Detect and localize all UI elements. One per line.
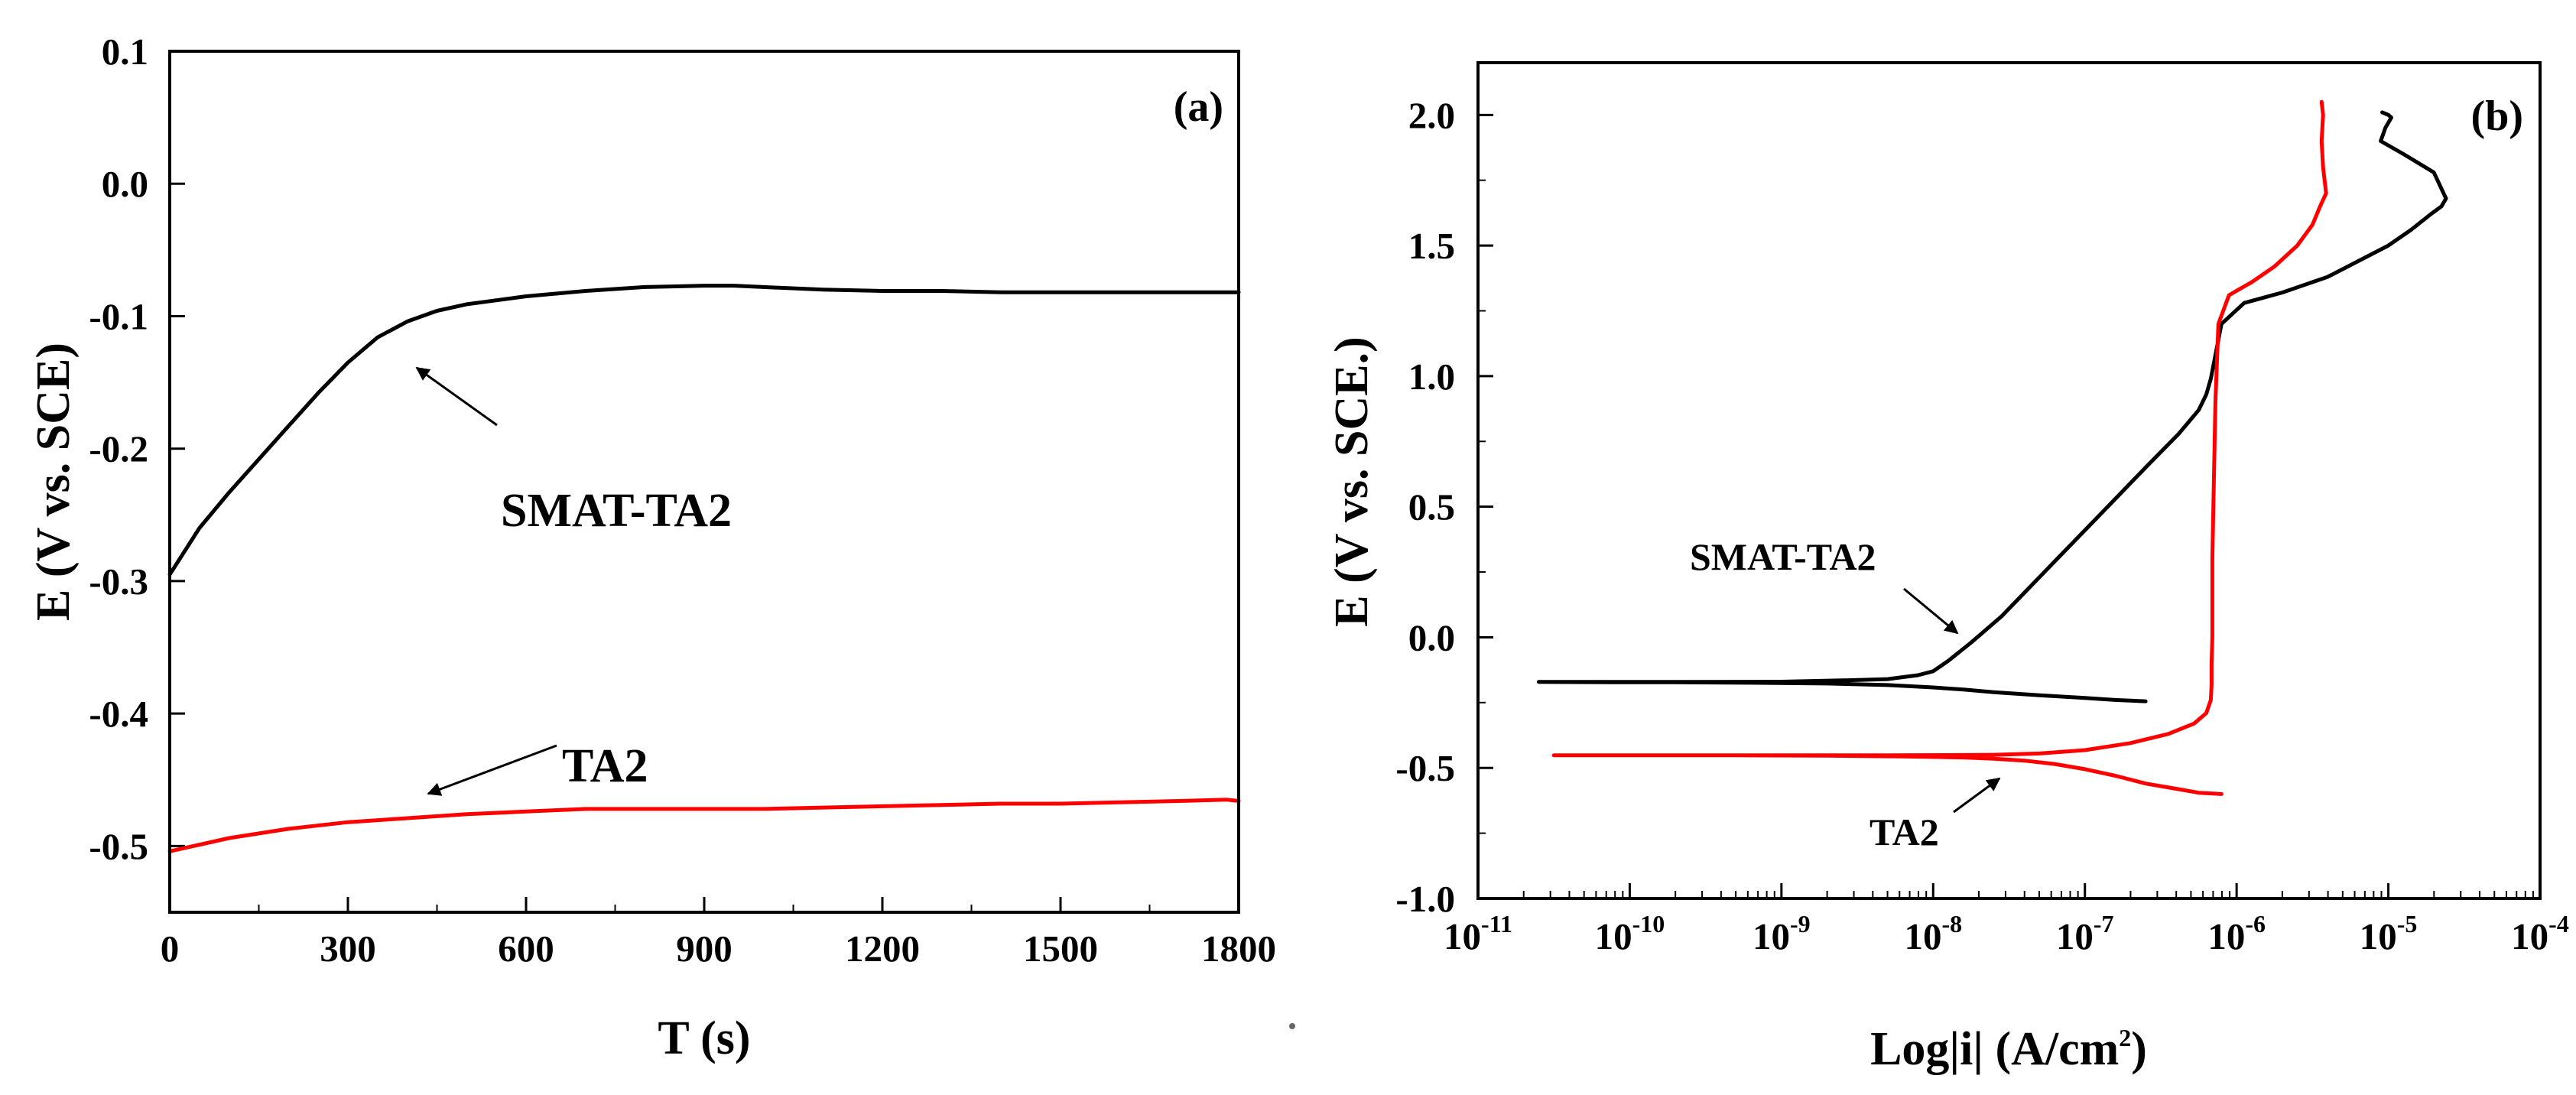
chart-a-x-tick-label: 0 bbox=[161, 928, 180, 970]
chart-b-panel-label: (b) bbox=[2471, 93, 2523, 140]
chart-b-x-tick-label: 10-9 bbox=[1753, 910, 1811, 957]
chart-a-annotation-smat-ta2: SMAT-TA2 bbox=[501, 485, 732, 537]
chart-a-ticks: 0 300 600 900 1200 1500 1800 0.1 0.0 -0.1 -0.2 -0.3… bbox=[89, 31, 1276, 970]
chart-a-panel-label: (a) bbox=[1174, 83, 1223, 131]
chart-b-series-ta2 bbox=[1551, 99, 2328, 796]
chart-b-ticks: 10-11 10-10 10-9 10-8 10-7 10-6 10-5 10-4 2.0 1.5… bbox=[1395, 94, 2568, 957]
chart-b-x-axis-label-end: ) bbox=[2131, 1023, 2147, 1075]
chart-a-y-tick-label: -0.1 bbox=[89, 295, 148, 337]
chart-b-annotation-ta2: TA2 bbox=[1869, 811, 1939, 853]
chart-b-annotation-smat-ta2: SMAT-TA2 bbox=[1690, 535, 1876, 578]
chart-a-x-tick-label: 600 bbox=[498, 928, 554, 970]
chart-b-x-tick-label: 10-11 bbox=[1444, 910, 1512, 957]
chart-a-y-tick-label: -0.2 bbox=[89, 428, 148, 470]
chart-b-y-tick-label: 0.0 bbox=[1408, 616, 1455, 658]
chart-b-y-tick-label: 2.0 bbox=[1408, 94, 1455, 136]
chart-a-arrow-ta2 bbox=[427, 744, 557, 796]
chart-a-y-tick-label: 0.1 bbox=[102, 31, 148, 73]
stray-dot bbox=[1289, 1023, 1295, 1029]
chart-a-y-tick-label: -0.3 bbox=[89, 560, 148, 603]
chart-b-y-tick-label: -0.5 bbox=[1395, 747, 1455, 789]
chart-a-arrow-smat-ta2 bbox=[415, 366, 498, 427]
chart-a-x-tick-label: 300 bbox=[320, 928, 376, 970]
chart-b-x-axis-label: Log|i| (A/cm2) bbox=[1870, 1023, 2147, 1075]
chart-b-y-tick-label: 1.5 bbox=[1408, 225, 1455, 267]
chart-a-x-tick-label: 1500 bbox=[1023, 928, 1098, 970]
chart-a-x-axis-label: T (s) bbox=[658, 1012, 750, 1064]
chart-a-y-tick-label: -0.4 bbox=[89, 693, 148, 735]
chart-b-y-tick-label: 0.5 bbox=[1408, 486, 1455, 528]
chart-b-series bbox=[1536, 99, 2448, 796]
chart-b-arrow-ta2 bbox=[1953, 777, 2001, 814]
chart-a-annotation-ta2: TA2 bbox=[562, 740, 648, 792]
chart-a: 0 300 600 900 1200 1500 1800 0.1 0.0 -0.1 -0.2 -0.3… bbox=[28, 31, 1276, 1064]
chart-b: 10-11 10-10 10-9 10-8 10-7 10-6 10-5 10-4 2.0 1.5… bbox=[1326, 61, 2569, 1075]
chart-b-x-tick-label: 10-8 bbox=[1904, 910, 1962, 957]
chart-b-arrow-smat-ta2 bbox=[1903, 587, 1959, 635]
chart-a-series-smat-ta2 bbox=[167, 284, 1241, 577]
chart-a-series bbox=[167, 284, 1241, 853]
chart-b-x-tick-label: 10-6 bbox=[2207, 910, 2266, 957]
chart-b-series-smat-ta2 bbox=[1536, 110, 2448, 703]
chart-a-y-axis-label: E (V vs. SCE) bbox=[28, 343, 80, 621]
chart-b-x-tick-label: 10-10 bbox=[1595, 910, 1665, 957]
chart-b-y-tick-label: 1.0 bbox=[1408, 356, 1455, 398]
chart-a-x-tick-label: 1200 bbox=[845, 928, 920, 970]
chart-b-plot-frame bbox=[1476, 61, 2542, 900]
chart-b-x-tick-label: 10-5 bbox=[2360, 910, 2418, 957]
chart-b-x-tick-label: 10-7 bbox=[2056, 910, 2114, 957]
chart-a-plot-frame bbox=[168, 50, 1240, 914]
chart-b-x-axis-label-sup: 2 bbox=[2119, 1024, 2131, 1051]
chart-b-y-axis-label: E (V vs. SCE.) bbox=[1326, 336, 1378, 627]
chart-b-y-tick-label: -1.0 bbox=[1395, 878, 1455, 920]
chart-a-y-tick-label: 0.0 bbox=[102, 163, 148, 205]
chart-a-y-tick-label: -0.5 bbox=[89, 825, 148, 867]
chart-a-x-tick-label: 900 bbox=[676, 928, 733, 970]
chart-b-x-axis-label-main: Log|i| (A/cm bbox=[1870, 1023, 2119, 1075]
chart-a-series-ta2 bbox=[167, 798, 1241, 853]
chart-a-x-tick-label: 1800 bbox=[1201, 928, 1276, 970]
chart-b-x-tick-label: 10-4 bbox=[2511, 910, 2569, 957]
